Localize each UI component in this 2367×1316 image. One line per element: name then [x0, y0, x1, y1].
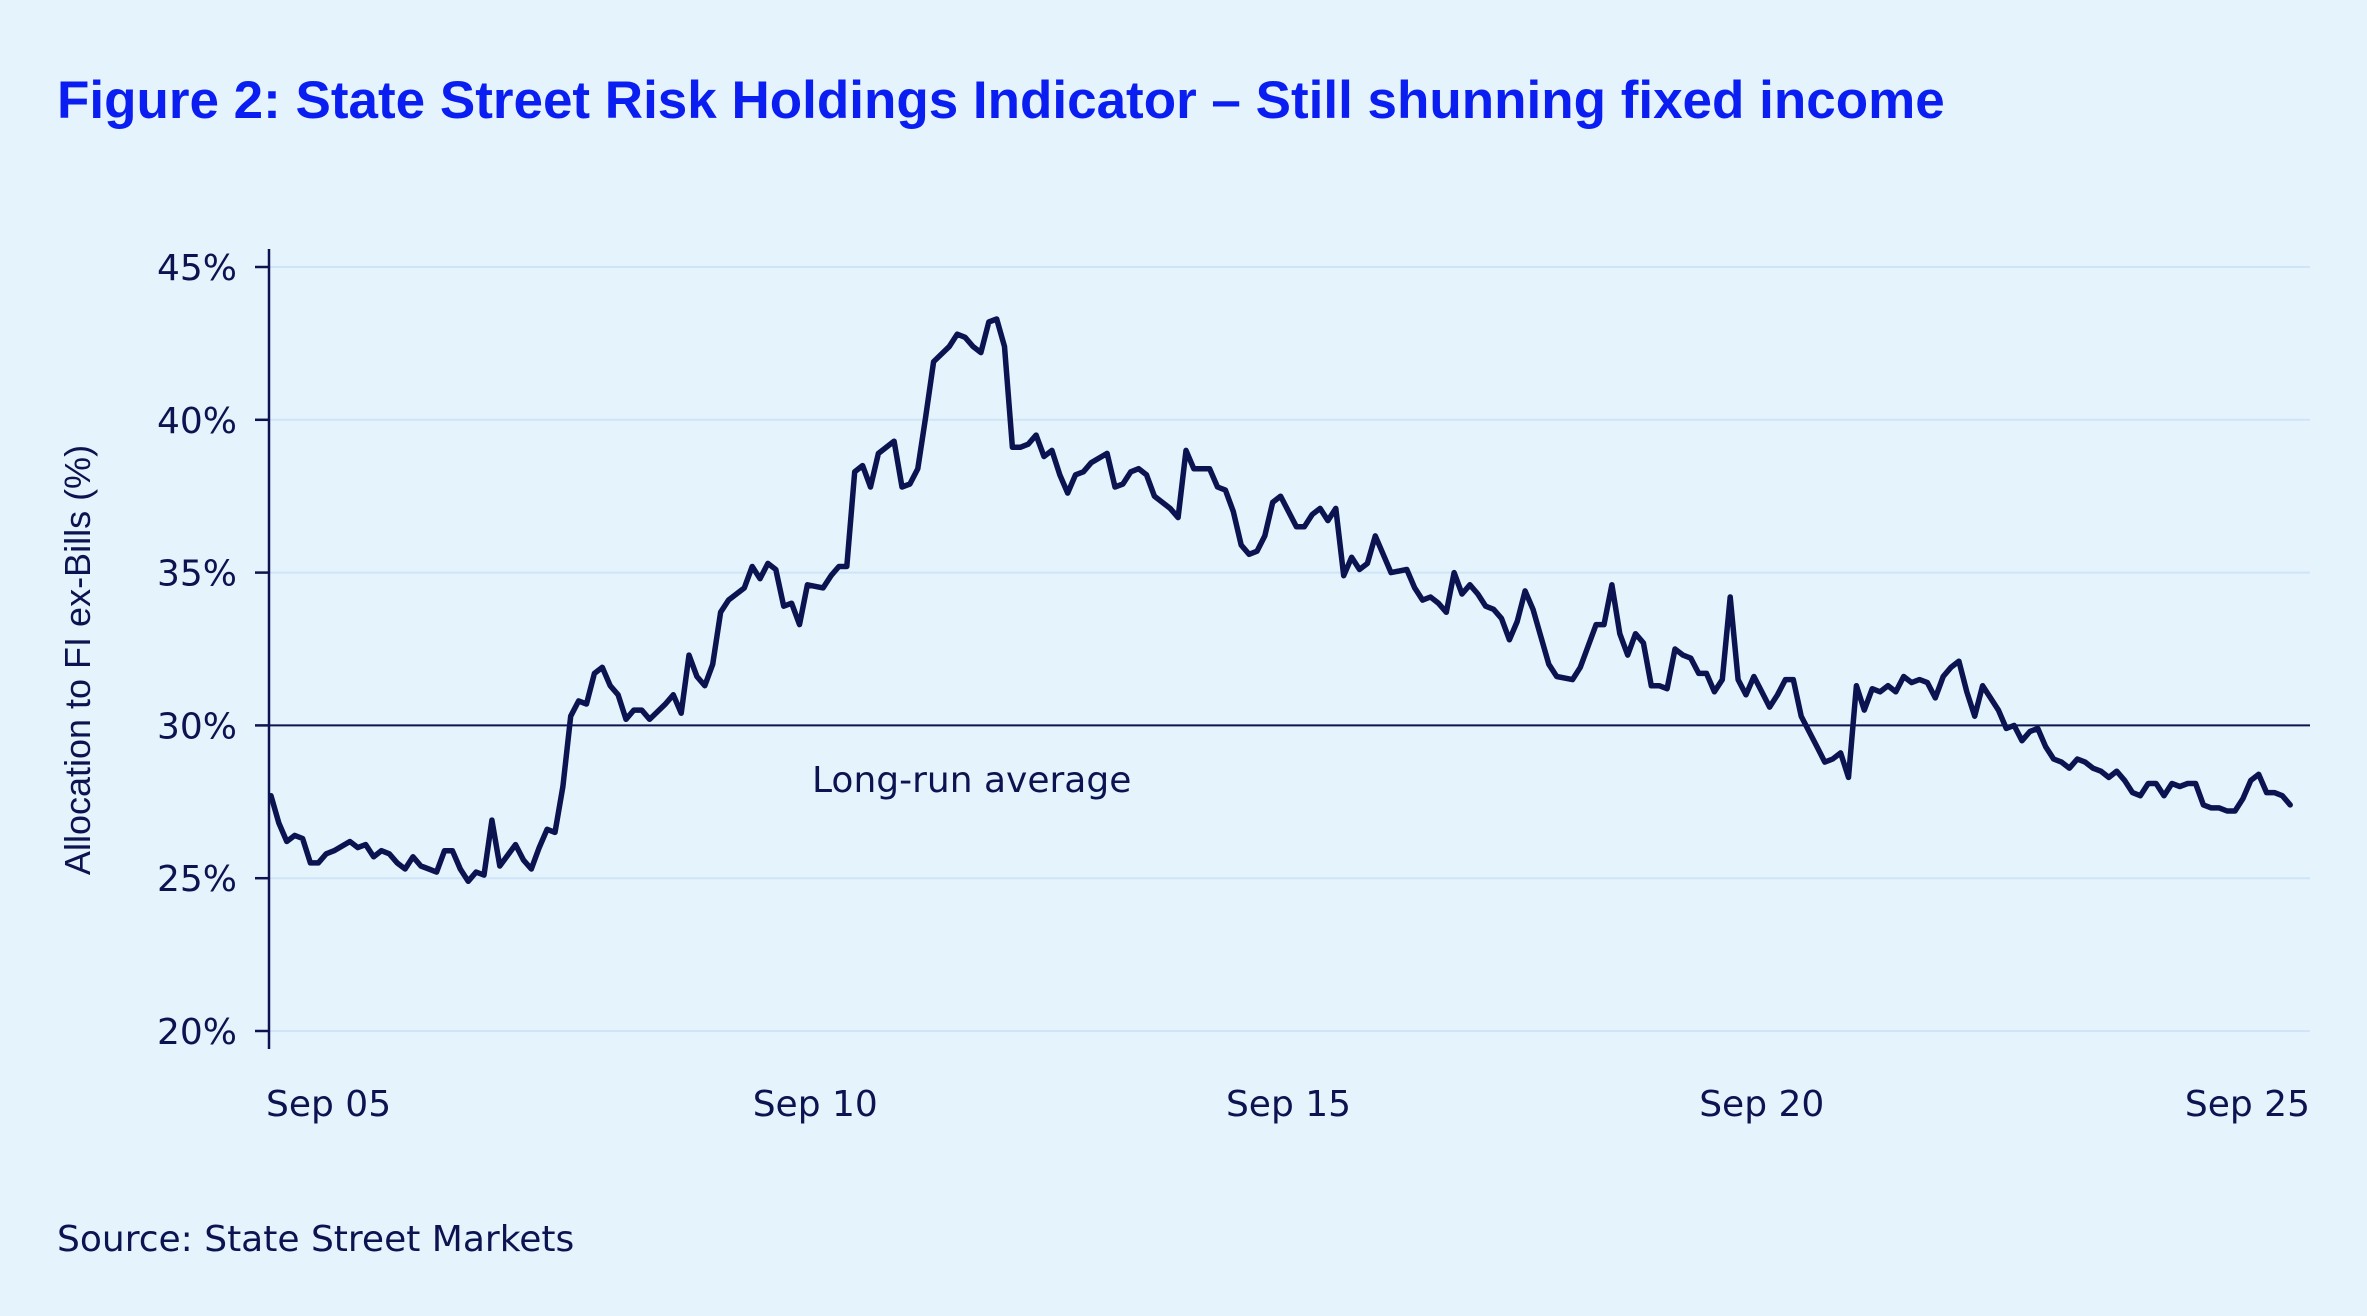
x-tick-label: Sep 15 — [1226, 1084, 1351, 1125]
y-tick-label: 35% — [157, 554, 237, 595]
x-tick-label: Sep 05 — [266, 1084, 391, 1125]
y-tick-label: 45% — [157, 248, 237, 289]
y-tick-label: 30% — [157, 706, 237, 747]
x-axis-ticks: Sep 05 Sep 10 Sep 15 Sep 20 Sep 25 — [266, 1084, 2310, 1125]
y-axis-label: Allocation to FI ex-Bills (%) — [57, 445, 98, 875]
x-tick-label: Sep 25 — [2185, 1084, 2310, 1125]
series-line — [268, 316, 2293, 885]
y-axis-ticks: 20% 25% 30% 35% 40% 45% — [157, 248, 269, 1053]
x-tick-label: Sep 10 — [753, 1084, 878, 1125]
long-run-average-label: Long-run average — [812, 760, 1131, 801]
gridlines — [269, 266, 2310, 1032]
y-tick-label: 20% — [157, 1012, 237, 1053]
x-tick-label: Sep 20 — [1699, 1084, 1824, 1125]
source-note: Source: State Street Markets — [57, 1219, 574, 1260]
y-tick-label: 25% — [157, 859, 237, 900]
chart-title: Figure 2: State Street Risk Holdings Ind… — [57, 71, 1945, 130]
y-tick-label: 40% — [157, 401, 237, 442]
